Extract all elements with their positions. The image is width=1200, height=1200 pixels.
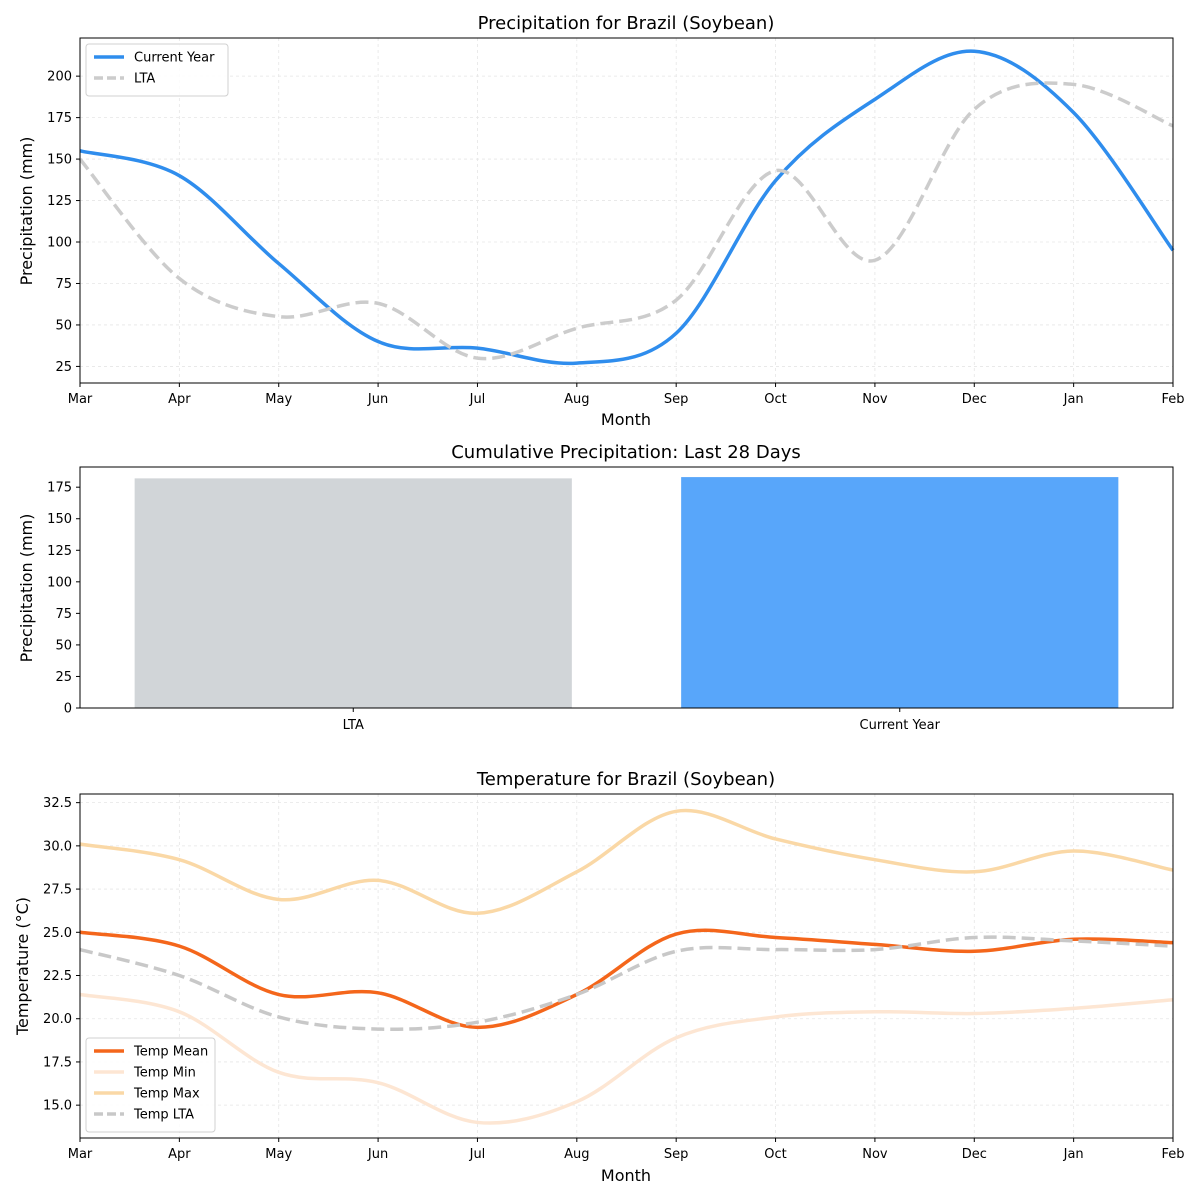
series-line-temp-min [79, 992, 1174, 1125]
y-tick-label: 20.0 [43, 1012, 72, 1027]
x-tick-label: Nov [862, 1147, 888, 1162]
series-line-temp-max [79, 808, 1174, 916]
x-tick-label: Jun [367, 1147, 388, 1162]
x-tick-label: Oct [764, 1147, 786, 1162]
legend-label-current-year: Current Year [134, 51, 215, 66]
y-tick-label: 30.0 [43, 839, 72, 854]
x-tick-label: Current Year [860, 718, 941, 733]
y-tick-label: 125 [47, 544, 72, 559]
legend-label-temp-lta: Temp LTA [133, 1108, 194, 1123]
x-axis-label: Month [601, 410, 651, 429]
legend-label-lta: LTA [134, 72, 155, 87]
y-tick-label: 32.5 [43, 796, 72, 811]
y-tick-label: 150 [47, 512, 72, 527]
legend: Current Year LTA [85, 43, 229, 97]
x-tick-label: Jun [367, 392, 388, 407]
y-tick-label: 125 [47, 194, 72, 209]
x-tick-label: Feb [1161, 1147, 1184, 1162]
legend: Temp Mean Temp Min Temp Max Temp LTA [85, 1037, 216, 1133]
y-tick-label: 22.5 [43, 969, 72, 984]
x-tick-label: Sep [664, 392, 689, 407]
y-tick-label: 75 [55, 607, 72, 622]
y-tick-label: 25 [55, 670, 72, 685]
plot-frame [79, 793, 1174, 1139]
x-tick-label: Mar [68, 392, 93, 407]
chart-title: Cumulative Precipitation: Last 28 Days [451, 442, 801, 463]
plot-frame [79, 466, 1174, 709]
y-tick-label: 50 [55, 638, 72, 653]
legend-label-temp-max: Temp Max [133, 1087, 200, 1102]
series-line-temp-lta [79, 935, 1174, 1032]
y-tick-label: 100 [47, 575, 72, 590]
series-line-lta [78, 81, 1174, 361]
y-axis-label: Precipitation (mm) [17, 514, 36, 663]
x-tick-label: Dec [962, 1147, 987, 1162]
grid [79, 38, 1174, 383]
cumulative-precipitation-bar-chart: Cumulative Precipitation: Last 28 Days P… [17, 442, 1174, 733]
bar-lta [134, 478, 572, 708]
y-tick-label: 175 [47, 111, 72, 126]
y-tick-label: 17.5 [43, 1055, 72, 1070]
legend-label-temp-min: Temp Min [133, 1066, 196, 1081]
x-tick-label: May [265, 1147, 292, 1162]
y-axis-label: Temperature (°C) [13, 897, 32, 1036]
grid [79, 794, 1174, 1138]
series-line-current-year [79, 49, 1175, 366]
x-tick-label: Jul [469, 1147, 486, 1162]
x-tick-label: LTA [343, 718, 364, 733]
x-tick-label: Sep [664, 1147, 689, 1162]
y-tick-label: 50 [55, 318, 72, 333]
y-tick-label: 25.0 [43, 926, 72, 941]
x-tick-label: May [265, 392, 292, 407]
y-tick-label: 75 [55, 277, 72, 292]
y-tick-label: 15.0 [43, 1099, 72, 1114]
series-line-temp-mean [79, 928, 1174, 1030]
x-tick-label: Oct [764, 392, 786, 407]
legend-box [85, 1037, 216, 1133]
precipitation-line-chart: Precipitation for Brazil (Soybean) Month… [17, 13, 1185, 429]
y-tick-label: 150 [47, 153, 72, 168]
x-tick-label: Jul [469, 392, 486, 407]
y-tick-label: 25 [55, 360, 72, 375]
plot-frame [79, 37, 1174, 384]
temperature-line-chart: Temperature for Brazil (Soybean) Month T… [13, 769, 1185, 1185]
x-tick-label: Dec [962, 392, 987, 407]
legend-label-temp-mean: Temp Mean [133, 1045, 208, 1060]
x-tick-label: Aug [564, 1147, 589, 1162]
x-tick-label: Jan [1063, 392, 1084, 407]
x-tick-label: Jan [1063, 1147, 1084, 1162]
x-axis-label: Month [601, 1166, 651, 1185]
chart-title: Precipitation for Brazil (Soybean) [478, 13, 775, 34]
x-tick-label: Nov [862, 392, 888, 407]
y-tick-label: 100 [47, 236, 72, 251]
chart-title: Temperature for Brazil (Soybean) [476, 769, 775, 790]
y-tick-label: 27.5 [43, 883, 72, 898]
y-tick-label: 0 [64, 702, 72, 717]
x-tick-label: Mar [68, 1147, 93, 1162]
x-tick-label: Apr [168, 1147, 191, 1162]
x-tick-label: Aug [564, 392, 589, 407]
y-axis-label: Precipitation (mm) [17, 137, 36, 286]
bar-current-year [681, 477, 1119, 708]
x-tick-label: Feb [1161, 392, 1184, 407]
y-tick-label: 200 [47, 70, 72, 85]
x-tick-label: Apr [168, 392, 191, 407]
y-tick-label: 175 [47, 481, 72, 496]
